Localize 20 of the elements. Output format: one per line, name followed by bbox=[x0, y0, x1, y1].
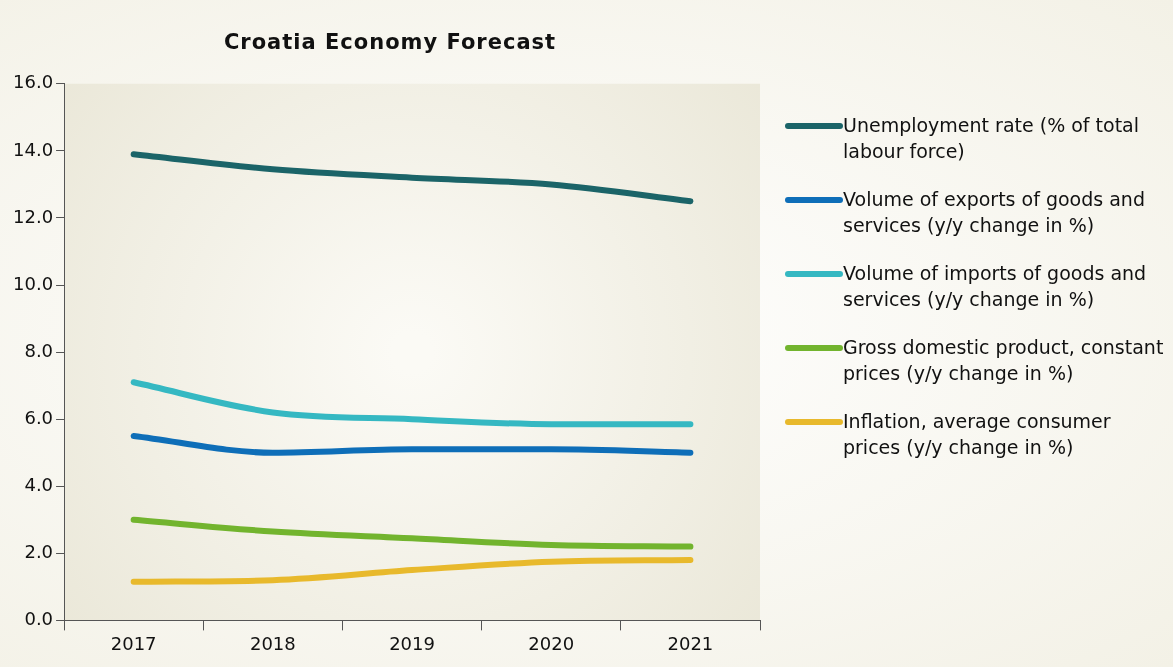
x-tick-label: 2019 bbox=[389, 632, 435, 654]
y-tick-label: 10.0 bbox=[13, 272, 54, 294]
x-tick-label: 2017 bbox=[110, 632, 157, 654]
y-tick-label: 2.0 bbox=[24, 541, 54, 562]
x-tick-label: 2018 bbox=[249, 632, 296, 654]
x-tick-label: 2021 bbox=[667, 632, 714, 654]
y-tick-label: 16.0 bbox=[13, 71, 54, 93]
legend-label: Unemployment rate (% of total labour force) bbox=[843, 113, 1141, 164]
y-tick-label: 14.0 bbox=[13, 138, 54, 160]
y-tick-label: 8.0 bbox=[24, 339, 54, 361]
x-tick-label: 2020 bbox=[528, 632, 575, 654]
legend-label: Volume of exports of goods and services (y/y change in %) bbox=[843, 187, 1146, 238]
legend-label: Inflation, average consumer prices (y/y change in %) bbox=[843, 409, 1112, 460]
y-tick-label: 6.0 bbox=[24, 406, 54, 428]
legend-label: Gross domestic product, constant prices (y/y change in %) bbox=[843, 335, 1165, 386]
legend-label: Volume of imports of goods and services (y/y change in %) bbox=[843, 261, 1148, 312]
y-tick-label: 4.0 bbox=[24, 473, 54, 495]
chart-title: Croatia Economy Forecast bbox=[222, 30, 558, 54]
y-tick-label: 0.0 bbox=[24, 608, 54, 630]
y-tick-label: 12.0 bbox=[13, 205, 54, 227]
